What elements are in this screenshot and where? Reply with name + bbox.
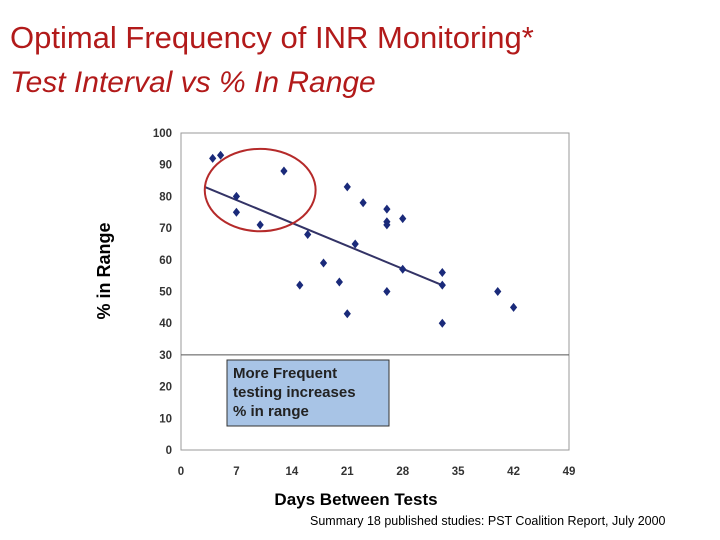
data-point	[343, 309, 351, 319]
data-point	[280, 166, 288, 176]
annotation-line: testing increases	[233, 384, 356, 401]
data-point	[438, 318, 446, 328]
data-point	[216, 150, 225, 160]
y-tick-label: 70	[159, 223, 172, 235]
x-axis-label: Days Between Tests	[274, 490, 437, 509]
slide-title: Optimal Frequency of INR Monitoring*	[10, 20, 534, 55]
data-point	[383, 287, 391, 296]
x-tick-label: 0	[178, 466, 184, 478]
data-point	[296, 280, 304, 290]
x-tick-label: 14	[285, 466, 298, 478]
data-point	[383, 204, 391, 214]
data-point	[359, 198, 367, 208]
y-axis-label: % in Range	[94, 222, 114, 319]
data-point	[494, 287, 502, 296]
slide-subtitle: Test Interval vs % In Range	[10, 66, 376, 99]
x-tick-label: 35	[452, 466, 465, 478]
annotation-line: % in range	[233, 403, 309, 420]
y-tick-label: 30	[159, 350, 172, 362]
data-point	[509, 302, 518, 312]
data-point	[343, 182, 351, 192]
y-tick-label: 90	[159, 160, 172, 172]
data-point	[232, 191, 241, 201]
data-point	[304, 229, 312, 239]
x-tick-label: 7	[233, 466, 239, 478]
annotation-line: More Frequent	[233, 365, 337, 382]
data-point	[383, 220, 391, 230]
source-footnote: Summary 18 published studies: PST Coalit…	[310, 514, 666, 528]
data-point	[399, 214, 407, 224]
data-point	[232, 207, 241, 217]
data-point	[319, 258, 328, 268]
data-point	[438, 267, 446, 277]
y-tick-label: 0	[166, 445, 172, 457]
y-tick-label: 100	[153, 128, 172, 140]
data-point	[256, 220, 264, 230]
y-tick-label: 60	[159, 255, 172, 267]
highlight-circle	[203, 147, 317, 233]
y-tick-label: 80	[159, 191, 172, 203]
y-tick-label: 40	[159, 318, 172, 330]
annotation-box	[226, 359, 390, 427]
data-point	[209, 153, 217, 163]
x-tick-label: 49	[563, 466, 576, 478]
x-tick-label: 42	[507, 466, 520, 478]
data-point	[335, 277, 343, 287]
y-tick-label: 50	[159, 287, 172, 299]
x-tick-label: 28	[396, 466, 409, 478]
x-tick-label: 21	[341, 466, 354, 478]
y-tick-label: 10	[159, 413, 172, 425]
data-point	[351, 239, 359, 249]
y-tick-label: 20	[159, 382, 172, 394]
data-point	[438, 280, 446, 290]
data-point	[399, 264, 407, 274]
